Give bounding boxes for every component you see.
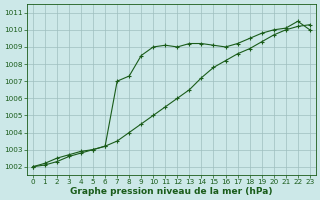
X-axis label: Graphe pression niveau de la mer (hPa): Graphe pression niveau de la mer (hPa) [70, 187, 273, 196]
